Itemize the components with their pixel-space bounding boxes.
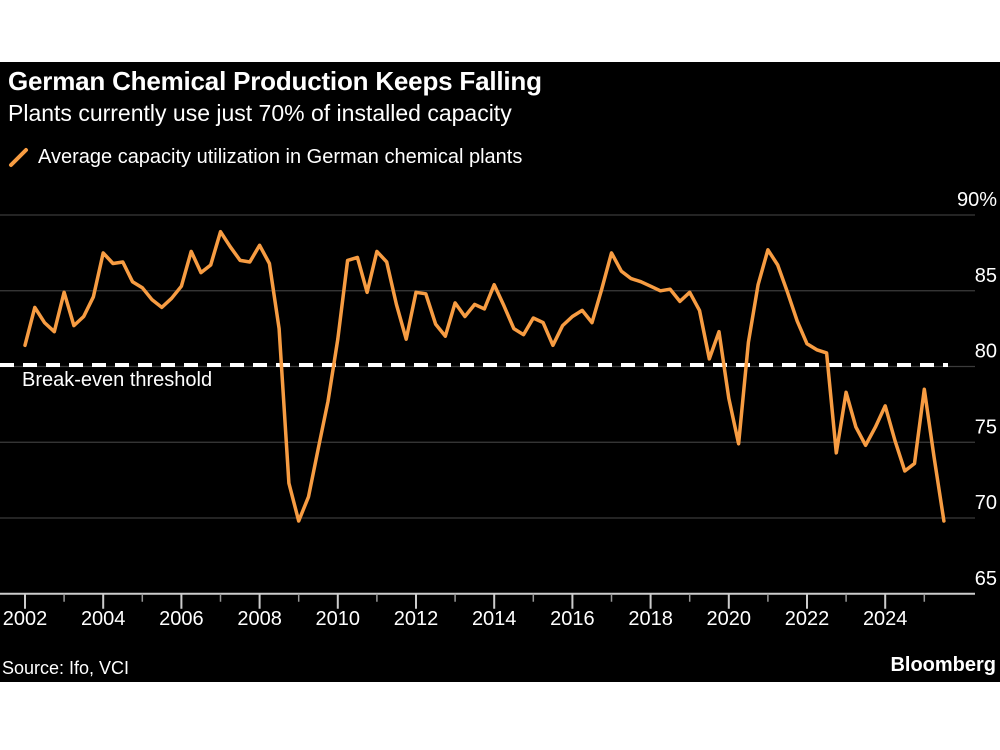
- page-title: German Chemical Production Keeps Falling: [8, 66, 542, 96]
- x-tick-label: 2008: [237, 608, 282, 630]
- x-tick-label: 2014: [472, 608, 517, 630]
- x-tick-label: 2010: [316, 608, 361, 630]
- bloomberg-logo: Bloomberg: [890, 654, 996, 676]
- y-tick-label: 75: [975, 416, 997, 438]
- source-text: Source: Ifo, VCI: [2, 658, 130, 678]
- y-tick-label: 70: [975, 492, 997, 514]
- y-tick-label: 85: [975, 265, 997, 287]
- x-tick-label: 2022: [785, 608, 830, 630]
- legend: Average capacity utilization in German c…: [8, 146, 522, 169]
- x-tick-label: 2002: [3, 608, 48, 630]
- threshold-label: Break-even threshold: [22, 369, 213, 391]
- y-tick-label: 90%: [957, 189, 997, 211]
- x-tick-label: 2004: [81, 608, 126, 630]
- capacity-utilization-line: [23, 229, 946, 523]
- chart-panel: [0, 62, 1000, 682]
- y-tick-label: 65: [975, 568, 997, 590]
- x-tick-label: 2012: [394, 608, 439, 630]
- y-tick-label: 80: [975, 341, 997, 363]
- x-tick-label: 2016: [550, 608, 595, 630]
- x-tick-label: 2020: [707, 608, 752, 630]
- x-tick-label: 2024: [863, 608, 908, 630]
- x-tick-label: 2006: [159, 608, 204, 630]
- legend-label: Average capacity utilization in German c…: [38, 146, 523, 168]
- page-subtitle: Plants currently use just 70% of install…: [8, 100, 512, 126]
- x-tick-label: 2018: [628, 608, 673, 630]
- legend-line-icon: [9, 147, 28, 167]
